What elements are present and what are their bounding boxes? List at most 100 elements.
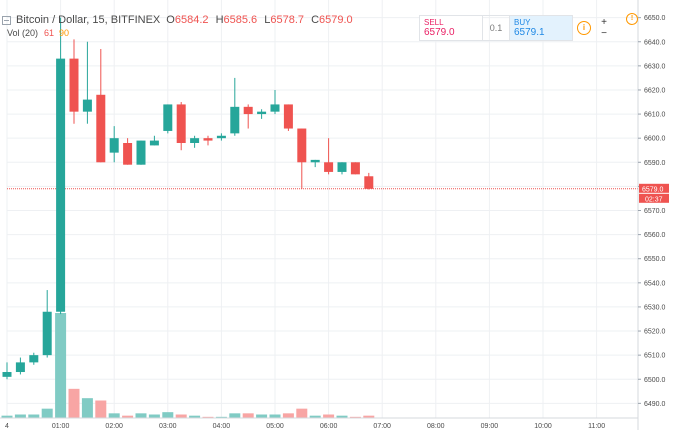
y-tick-label: 6650.0 xyxy=(644,15,666,22)
x-tick-label: 09:00 xyxy=(481,423,499,430)
candle-body[interactable] xyxy=(324,162,334,172)
zoom-controls: + − xyxy=(595,15,613,41)
buy-label: BUY xyxy=(514,18,531,27)
volume-label: Vol (20) xyxy=(7,28,39,38)
info-button[interactable]: i xyxy=(573,15,595,41)
y-tick-label: 6570.0 xyxy=(644,208,666,215)
price-tag xyxy=(639,183,669,193)
buy-button[interactable]: BUY 6579.1 xyxy=(509,15,573,41)
warning-circle-icon[interactable]: ! xyxy=(626,13,638,25)
volume-bar xyxy=(202,416,214,418)
volume-bar xyxy=(215,416,227,418)
candle-body[interactable] xyxy=(310,159,320,163)
candle-body[interactable] xyxy=(96,94,106,163)
y-tick-label: 6510.0 xyxy=(644,353,666,360)
sell-button[interactable]: SELL 6579.0 xyxy=(419,15,483,41)
candle-body[interactable] xyxy=(176,104,186,143)
candle-body[interactable] xyxy=(29,355,39,363)
candle-body[interactable] xyxy=(15,362,25,373)
trade-panel: SELL 6579.0 0.1 BUY 6579.1 i + − xyxy=(419,15,626,41)
volume-bar xyxy=(28,414,40,418)
volume-legend[interactable]: Vol (20) 61 90 xyxy=(7,28,69,38)
candle-body[interactable] xyxy=(109,138,119,153)
candle-body[interactable] xyxy=(203,138,213,141)
zoom-out-button[interactable]: − xyxy=(601,28,607,39)
candle-body[interactable] xyxy=(56,58,66,312)
x-tick-label: 05:00 xyxy=(266,423,284,430)
volume-bar xyxy=(189,415,201,418)
high-label: H xyxy=(215,14,224,26)
y-tick-label: 6610.0 xyxy=(644,112,666,119)
candle-body[interactable] xyxy=(190,138,200,143)
y-tick-label: 6490.0 xyxy=(644,401,666,408)
x-tick-label: 4 xyxy=(5,423,9,430)
volume-bar xyxy=(229,413,241,418)
open-label: O xyxy=(166,14,175,26)
volume-bar xyxy=(349,416,361,418)
volume-bar xyxy=(323,414,335,418)
countdown-value: 02:37 xyxy=(645,196,663,203)
minus-square-icon[interactable] xyxy=(2,15,11,25)
x-tick-label: 08:00 xyxy=(427,423,445,430)
volume-bar xyxy=(95,400,107,418)
x-tick-label: 02:00 xyxy=(105,423,123,430)
candle-body[interactable] xyxy=(297,128,307,163)
price-axis-background xyxy=(639,0,678,437)
symbol-header: Bitcoin / Dollar, 15, BITFINEX O6584.2 H… xyxy=(0,12,357,28)
volume-bar xyxy=(242,413,254,418)
candle-body[interactable] xyxy=(350,162,360,175)
candle-body[interactable] xyxy=(69,58,79,112)
volume-bar xyxy=(175,414,187,418)
y-tick-label: 6520.0 xyxy=(644,329,666,336)
high-value: 6585.6 xyxy=(223,14,258,26)
info-circle-icon: i xyxy=(577,21,591,35)
y-tick-label: 6550.0 xyxy=(644,256,666,263)
volume-bar xyxy=(122,415,134,418)
volume-bar xyxy=(14,414,26,418)
candle-body[interactable] xyxy=(243,106,253,115)
volume-bar xyxy=(108,413,120,418)
candle-body[interactable] xyxy=(123,143,133,165)
low-label: L xyxy=(264,14,271,26)
volume-bar xyxy=(309,415,321,418)
close-label: C xyxy=(311,14,320,26)
x-tick-label: 01:00 xyxy=(52,423,70,430)
volume-bar xyxy=(148,414,160,418)
volume-value: 61 xyxy=(44,28,55,38)
candle-body[interactable] xyxy=(82,99,92,112)
volume-bar xyxy=(162,412,174,418)
volume-bar xyxy=(256,414,268,418)
volume-ma-value: 90 xyxy=(59,28,70,38)
candle-body[interactable] xyxy=(337,162,347,172)
candle-body[interactable] xyxy=(216,135,226,139)
symbol-title[interactable]: Bitcoin / Dollar, 15, BITFINEX xyxy=(16,14,161,26)
x-tick-label: 07:00 xyxy=(373,423,391,430)
candle-body[interactable] xyxy=(283,104,293,129)
candle-body[interactable] xyxy=(2,372,12,377)
candle-body[interactable] xyxy=(149,140,159,146)
y-tick-label: 6620.0 xyxy=(644,87,666,94)
zoom-in-button[interactable]: + xyxy=(601,17,607,28)
candle-body[interactable] xyxy=(257,111,267,115)
candle-body[interactable] xyxy=(136,140,146,165)
candle-body[interactable] xyxy=(163,104,173,131)
x-tick-label: 06:00 xyxy=(320,423,338,430)
x-tick-label: 11:00 xyxy=(588,423,605,430)
quantity-field[interactable]: 0.1 xyxy=(483,15,509,41)
open-value: 6584.2 xyxy=(174,14,209,26)
x-tick-label: 03:00 xyxy=(159,423,177,430)
candle-body[interactable] xyxy=(270,104,280,112)
volume-bar xyxy=(269,414,281,418)
sell-label: SELL xyxy=(424,18,444,27)
x-tick-label: 10:00 xyxy=(534,423,552,430)
volume-bar xyxy=(41,408,53,418)
y-tick-label: 6590.0 xyxy=(644,160,666,167)
volume-bar xyxy=(55,313,67,418)
candle-body[interactable] xyxy=(42,311,52,356)
y-tick-label: 6560.0 xyxy=(644,232,666,239)
candle-body[interactable] xyxy=(364,176,374,189)
candle-body[interactable] xyxy=(230,106,240,134)
volume-bar xyxy=(1,415,13,418)
y-tick-label: 6540.0 xyxy=(644,280,666,287)
